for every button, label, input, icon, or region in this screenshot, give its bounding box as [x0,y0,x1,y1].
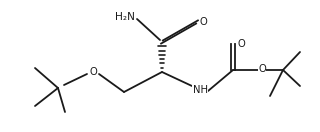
Text: O: O [89,67,97,77]
Text: O: O [237,39,245,49]
Text: O: O [200,17,208,27]
Text: O: O [258,64,266,74]
Text: H₂N: H₂N [115,12,135,22]
Text: NH: NH [193,85,207,95]
